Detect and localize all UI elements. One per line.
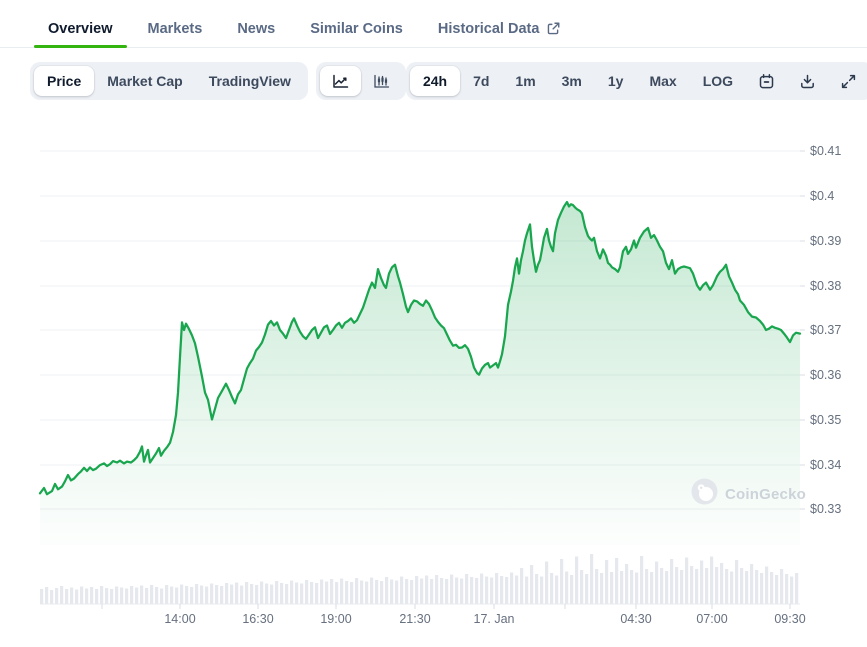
y-axis-label: $0.37 bbox=[810, 323, 842, 337]
range-3m-button[interactable]: 3m bbox=[561, 73, 582, 89]
line-chart-type-button[interactable] bbox=[319, 66, 361, 96]
y-axis-label: $0.33 bbox=[810, 502, 842, 516]
x-axis-label: 09:30 bbox=[774, 612, 806, 626]
active-tab-underline bbox=[34, 44, 127, 48]
x-axis-label: 16:30 bbox=[242, 612, 274, 626]
x-axis-label: 17. Jan bbox=[473, 612, 515, 626]
fullscreen-icon bbox=[840, 73, 857, 90]
candlestick-chart-icon bbox=[373, 74, 390, 89]
price-chart-plot-area[interactable] bbox=[40, 130, 800, 605]
y-axis-label: $0.39 bbox=[810, 234, 842, 248]
price-button[interactable]: Price bbox=[34, 66, 95, 96]
y-axis-label: $0.41 bbox=[810, 144, 842, 158]
y-axis-label: $0.38 bbox=[810, 279, 842, 293]
range-24h-button[interactable]: 24h bbox=[409, 66, 461, 96]
y-axis-label: $0.34 bbox=[810, 458, 842, 472]
y-axis-label: $0.36 bbox=[810, 368, 842, 382]
x-axis-label: 14:00 bbox=[164, 612, 196, 626]
tab-historical-data[interactable]: Historical Data bbox=[424, 10, 576, 47]
log-scale-button[interactable]: LOG bbox=[702, 73, 734, 89]
metric-segment: Price Market Cap TradingView bbox=[30, 62, 308, 100]
tab-markets[interactable]: Markets bbox=[134, 10, 217, 47]
download-icon bbox=[799, 73, 816, 90]
tab-label: Markets bbox=[147, 20, 203, 37]
tab-label: News bbox=[237, 20, 276, 37]
fullscreen-button[interactable] bbox=[828, 66, 867, 96]
tab-label: Overview bbox=[48, 20, 113, 37]
y-axis-label: $0.4 bbox=[810, 189, 835, 203]
tab-bar: Overview Markets News Similar Coins Hist… bbox=[0, 10, 867, 48]
chart-toolbar: Price Market Cap TradingView bbox=[30, 62, 867, 100]
range-segment: 24h 7d 1m 3m 1y Max LOG bbox=[405, 62, 867, 100]
x-axis-label: 19:00 bbox=[320, 612, 352, 626]
tradingview-button[interactable]: TradingView bbox=[208, 73, 291, 89]
tab-label: Historical Data bbox=[437, 20, 540, 37]
date-picker-button[interactable] bbox=[746, 66, 787, 96]
external-link-icon bbox=[546, 21, 561, 36]
download-chart-button[interactable] bbox=[787, 66, 828, 96]
range-1m-button[interactable]: 1m bbox=[515, 73, 536, 89]
range-1y-button[interactable]: 1y bbox=[607, 73, 624, 89]
x-axis-label: 07:00 bbox=[696, 612, 728, 626]
chart-type-segment bbox=[315, 62, 406, 100]
range-7d-button[interactable]: 7d bbox=[473, 73, 490, 89]
range-max-button[interactable]: Max bbox=[649, 73, 677, 89]
x-axis-label: 21:30 bbox=[399, 612, 431, 626]
candlestick-chart-type-button[interactable] bbox=[361, 66, 402, 96]
y-axis-label: $0.35 bbox=[810, 413, 842, 427]
tab-overview[interactable]: Overview bbox=[34, 10, 127, 48]
tab-news[interactable]: News bbox=[223, 10, 289, 47]
tab-similar-coins[interactable]: Similar Coins bbox=[296, 10, 417, 47]
calendar-icon bbox=[758, 73, 775, 90]
market-cap-button[interactable]: Market Cap bbox=[107, 73, 183, 89]
x-axis-label: 04:30 bbox=[620, 612, 652, 626]
tab-label: Similar Coins bbox=[310, 20, 403, 37]
line-chart-icon bbox=[332, 74, 349, 89]
